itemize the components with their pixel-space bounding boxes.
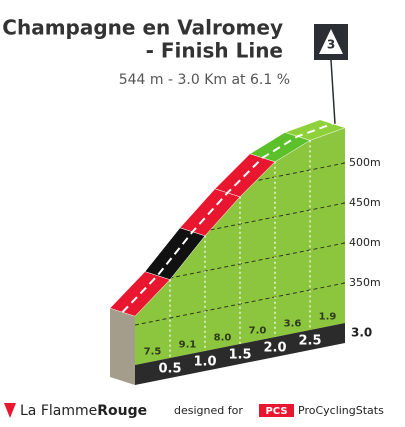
x-tick-label: 2.0	[263, 341, 286, 356]
brand-icon	[4, 403, 16, 418]
km-band	[135, 323, 345, 385]
x-tick-label: 3.0	[351, 326, 372, 340]
gradient-label: 7.5	[144, 347, 162, 358]
title-line: - Finish Line	[146, 39, 283, 63]
designed-for: designed for	[174, 404, 243, 417]
finish-pole	[330, 59, 336, 124]
gradient-label: 8.0	[214, 333, 232, 344]
site: ProCyclingStats	[298, 404, 384, 417]
y-tick-label: 500m	[349, 156, 381, 169]
gradient-label: 1.9	[319, 312, 337, 323]
category-label: 3	[327, 38, 335, 52]
x-tick-label: 2.5	[298, 334, 321, 349]
pcs-logo-bg	[259, 404, 294, 417]
brand-b: Rouge	[97, 403, 147, 419]
grid-line	[135, 282, 345, 326]
side-face	[110, 308, 135, 385]
gradient-label: 9.1	[179, 340, 197, 351]
x-tick-label: 1.5	[228, 348, 251, 363]
gradient-label: 7.0	[249, 326, 267, 337]
subtitle: 544 m - 3.0 Km at 6.1 %	[119, 72, 290, 88]
pcs-logo: PCS	[265, 406, 287, 417]
center-line	[121, 122, 333, 313]
category-triangle	[319, 29, 343, 54]
title-line: Champagne en Valromey	[2, 16, 283, 40]
y-tick-label: 450m	[349, 196, 381, 209]
x-tick-label: 1.0	[193, 355, 216, 370]
y-tick-label: 400m	[349, 236, 381, 249]
plot: 350m 400m 450m 500m 0.5 1.0 1.5 2.0 2.5 3.0 7.5 9.1…	[109, 59, 381, 385]
brand-a: La Flamme	[20, 403, 97, 419]
profile-face	[135, 127, 345, 365]
x-tick-label: 0.5	[158, 362, 181, 377]
footer: La FlammeRouge designed for PCS ProCycli…	[4, 403, 384, 419]
brand: La FlammeRouge	[20, 403, 147, 419]
gradient-label: 3.6	[284, 319, 302, 330]
y-tick-label: 350m	[349, 276, 381, 289]
